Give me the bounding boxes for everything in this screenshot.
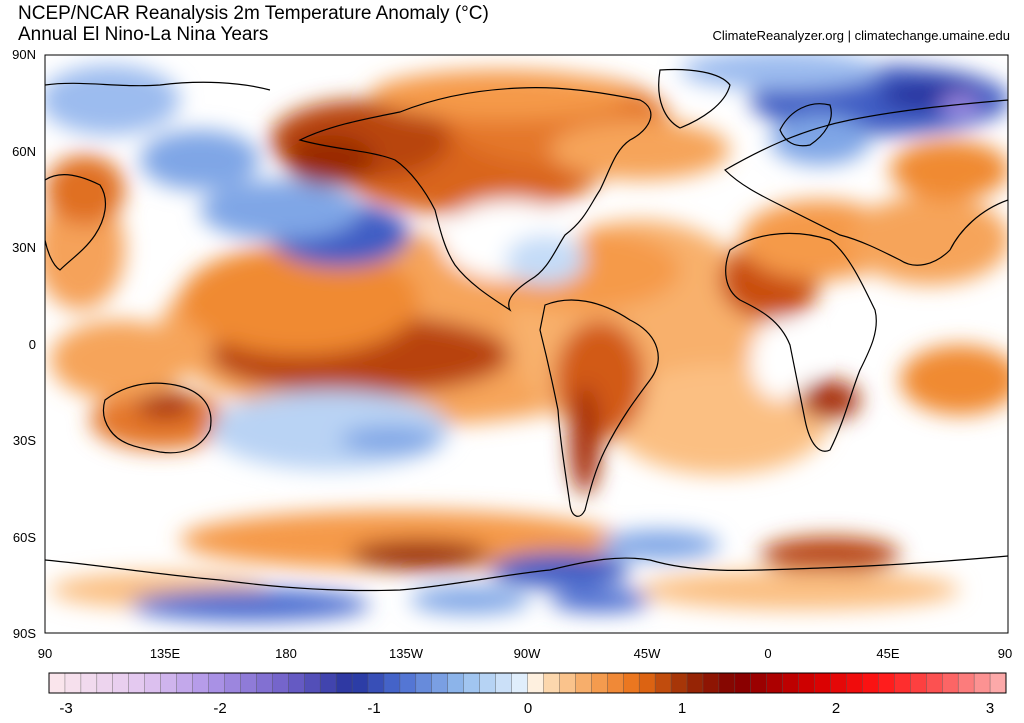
colorbar-swatch	[48, 672, 66, 694]
lat-label-30s: 30S	[12, 433, 36, 448]
colorbar-swatch	[304, 672, 321, 694]
colorbar-swatch	[942, 672, 959, 694]
colorbar-swatch	[431, 672, 449, 694]
lat-label-90s: 90S	[12, 626, 36, 641]
lat-label-60n: 60N	[12, 144, 36, 159]
colorbar-swatch	[862, 672, 879, 694]
colorbar-swatch	[543, 672, 560, 694]
colorbar-swatch	[894, 672, 911, 694]
lon-label-45e: 45E	[876, 646, 900, 661]
colorbar-swatch	[367, 672, 385, 694]
colorbar-swatch	[670, 672, 688, 694]
colorbar-swatch	[351, 672, 369, 694]
lat-label-0: 0	[28, 337, 36, 352]
lon-label-90e: 90	[37, 646, 53, 661]
lon-label-90e-right: 90	[997, 646, 1013, 661]
colorbar-swatch	[192, 672, 210, 694]
colorbar-swatch	[479, 672, 497, 694]
colorbar-swatch	[383, 672, 401, 694]
colorbar-swatch	[112, 672, 130, 694]
colorbar-swatch	[224, 672, 241, 694]
colorbar-label-2: 2	[831, 700, 841, 717]
lon-label-135w: 135W	[389, 646, 423, 661]
lon-label-0: 0	[764, 646, 772, 661]
lat-label-90n: 90N	[12, 47, 36, 62]
colorbar-swatch	[128, 672, 146, 694]
colorbar-swatch	[575, 672, 592, 694]
colorbar-swatch	[623, 672, 640, 694]
colorbar-swatch	[272, 672, 289, 694]
map-title: NCEP/NCAR Reanalysis 2m Temperature Anom…	[18, 3, 489, 24]
credit-text: ClimateReanalyzer.org | climatechange.um…	[712, 28, 1010, 43]
colorbar-swatch	[559, 672, 576, 694]
colorbar-swatch	[511, 672, 528, 694]
colorbar-swatch	[638, 672, 656, 694]
colorbar-swatch	[782, 672, 800, 694]
colorbar	[48, 672, 1007, 694]
colorbar-swatch	[750, 672, 768, 694]
colorbar-swatch	[830, 672, 847, 694]
colorbar-swatch	[176, 672, 194, 694]
colorbar-swatch	[973, 672, 991, 694]
colorbar-swatch	[447, 672, 465, 694]
colorbar-label-3: 3	[985, 700, 995, 717]
colorbar-swatch	[335, 672, 353, 694]
colorbar-frame	[48, 672, 1007, 694]
colorbar-swatch	[607, 672, 624, 694]
colorbar-swatch	[654, 672, 672, 694]
colorbar-swatch	[256, 672, 273, 694]
colorbar-swatch	[64, 672, 82, 694]
temperature-anomaly-field	[45, 55, 1008, 633]
colorbar-swatch	[591, 672, 608, 694]
lat-label-60s: 60S	[12, 530, 36, 545]
colorbar-label-neg1: -1	[367, 700, 381, 717]
map-subtitle: Annual El Nino-La Nina Years	[18, 24, 269, 45]
colorbar-swatch	[798, 672, 816, 694]
colorbar-swatch	[718, 672, 736, 694]
colorbar-swatch	[734, 672, 752, 694]
colorbar-swatch	[463, 672, 481, 694]
colorbar-swatch	[910, 672, 927, 694]
lon-label-45w: 45W	[633, 646, 661, 661]
colorbar-swatch	[926, 672, 943, 694]
colorbar-swatch	[319, 672, 337, 694]
colorbar-swatch	[144, 672, 162, 694]
colorbar-label-1: 1	[677, 700, 687, 717]
colorbar-label-0: 0	[523, 700, 533, 717]
colorbar-swatch	[415, 672, 433, 694]
colorbar-swatch	[399, 672, 417, 694]
colorbar-swatch	[846, 672, 863, 694]
colorbar-swatch	[527, 672, 544, 694]
lon-label-135e: 135E	[149, 646, 181, 661]
colorbar-swatch	[160, 672, 178, 694]
colorbar-swatch	[686, 672, 704, 694]
coastline-layer	[45, 68, 1008, 592]
colorbar-swatch	[288, 672, 305, 694]
lon-label-90w: 90W	[513, 646, 541, 661]
colorbar-swatch	[208, 672, 225, 694]
colorbar-swatch	[989, 672, 1007, 694]
colorbar-swatch	[495, 672, 513, 694]
colorbar-swatch	[240, 672, 257, 694]
colorbar-swatch	[878, 672, 895, 694]
lat-label-30n: 30N	[12, 240, 36, 255]
colorbar-swatch	[702, 672, 720, 694]
colorbar-label-neg3: -3	[59, 700, 73, 717]
colorbar-swatch	[957, 672, 975, 694]
colorbar-swatch	[80, 672, 98, 694]
lon-label-180: 180	[275, 646, 297, 661]
colorbar-swatch	[814, 672, 832, 694]
colorbar-swatch	[766, 672, 784, 694]
colorbar-label-neg2: -2	[213, 700, 227, 717]
map-frame	[44, 54, 1009, 634]
colorbar-swatch	[96, 672, 114, 694]
